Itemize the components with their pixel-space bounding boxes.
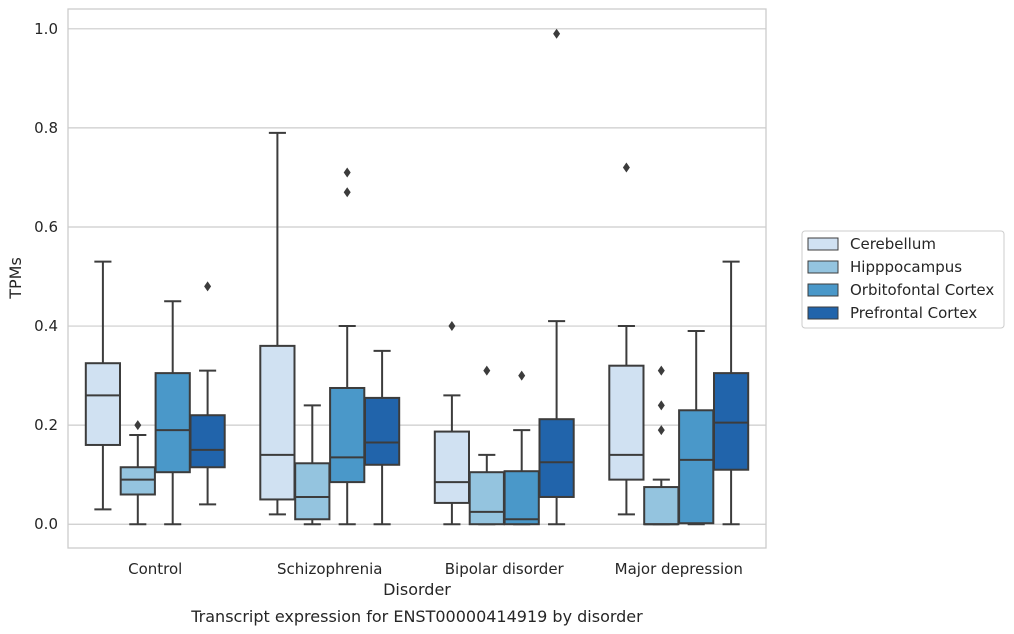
legend-frame (801, 230, 1005, 329)
x-tick-label: Bipolar disorder (445, 560, 565, 578)
series-group (84, 131, 645, 526)
y-tick-label: 0.2 (34, 416, 58, 434)
box-iqr (84, 362, 122, 446)
box-plot (154, 300, 191, 526)
box-plot (119, 420, 156, 526)
outlier-point (343, 167, 351, 178)
x-tick-label: Control (128, 560, 182, 578)
outlier-point (134, 420, 142, 431)
box-iqr (154, 372, 191, 474)
box-plot (608, 162, 645, 516)
outlier-point (553, 28, 561, 39)
box-plot (259, 131, 296, 516)
outlier-point (483, 365, 491, 376)
y-tick-label: 0.0 (34, 515, 58, 533)
outlier-point (657, 400, 665, 411)
box-iqr (189, 414, 226, 469)
legend: Cerebellum Hipppocampus Orbitofontal Corte… (801, 230, 1005, 329)
box-iqr (608, 364, 645, 481)
legend-swatch (807, 260, 839, 274)
legend-swatch (807, 237, 839, 251)
box-plot (189, 281, 226, 506)
legend-label: Orbitofontal Cortex (850, 281, 994, 299)
box-series (84, 28, 750, 526)
box-plot (294, 404, 331, 526)
y-tick-labels: 0.0 0.2 0.4 0.6 0.8 1.0 (34, 20, 58, 533)
box-iqr (538, 418, 575, 498)
box-plot (643, 365, 680, 526)
outlier-point (204, 281, 212, 292)
box-iqr (433, 430, 471, 504)
box-iqr (259, 344, 296, 501)
legend-swatch (807, 283, 839, 297)
outlier-point (657, 365, 665, 376)
box-iqr (468, 471, 505, 526)
box-plot (433, 321, 471, 526)
box-iqr (678, 409, 715, 525)
plot-frame (67, 8, 767, 549)
box-iqr (643, 486, 680, 526)
legend-label: Hipppocampus (850, 258, 962, 276)
box-plot (329, 167, 366, 526)
box-iqr (329, 386, 366, 484)
outlier-point (343, 187, 351, 198)
y-axis-title: TPMs (6, 257, 25, 300)
box-iqr (119, 466, 156, 496)
box-iqr (503, 470, 540, 526)
legend-swatch (807, 306, 839, 320)
figure-caption: Transcript expression for ENST0000041491… (190, 607, 643, 626)
legend-label: Prefrontal Cortex (850, 304, 977, 322)
x-tick-labels: Control Schizophrenia Bipolar disorder Majo… (128, 560, 743, 578)
series-group (119, 365, 680, 526)
box-plot (84, 260, 122, 511)
outlier-point (448, 321, 456, 332)
box-plot (538, 28, 575, 526)
outlier-point (622, 162, 630, 173)
box-plot (712, 260, 750, 526)
y-tick-label: 1.0 (34, 20, 58, 38)
outlier-point (657, 425, 665, 436)
y-tick-label: 0.4 (34, 317, 58, 335)
y-tick-label: 0.8 (34, 119, 58, 137)
box-iqr (294, 462, 331, 521)
box-iqr (712, 372, 750, 471)
x-axis-title: Disorder (383, 580, 451, 599)
box-iqr (363, 396, 401, 466)
box-plot (678, 330, 715, 526)
outlier-point (518, 370, 526, 381)
series-group (189, 28, 750, 526)
box-plot (363, 349, 401, 526)
y-tick-label: 0.6 (34, 218, 58, 236)
x-tick-label: Major depression (615, 560, 743, 578)
legend-label: Cerebellum (850, 235, 936, 253)
x-tick-label: Schizophrenia (277, 560, 382, 578)
